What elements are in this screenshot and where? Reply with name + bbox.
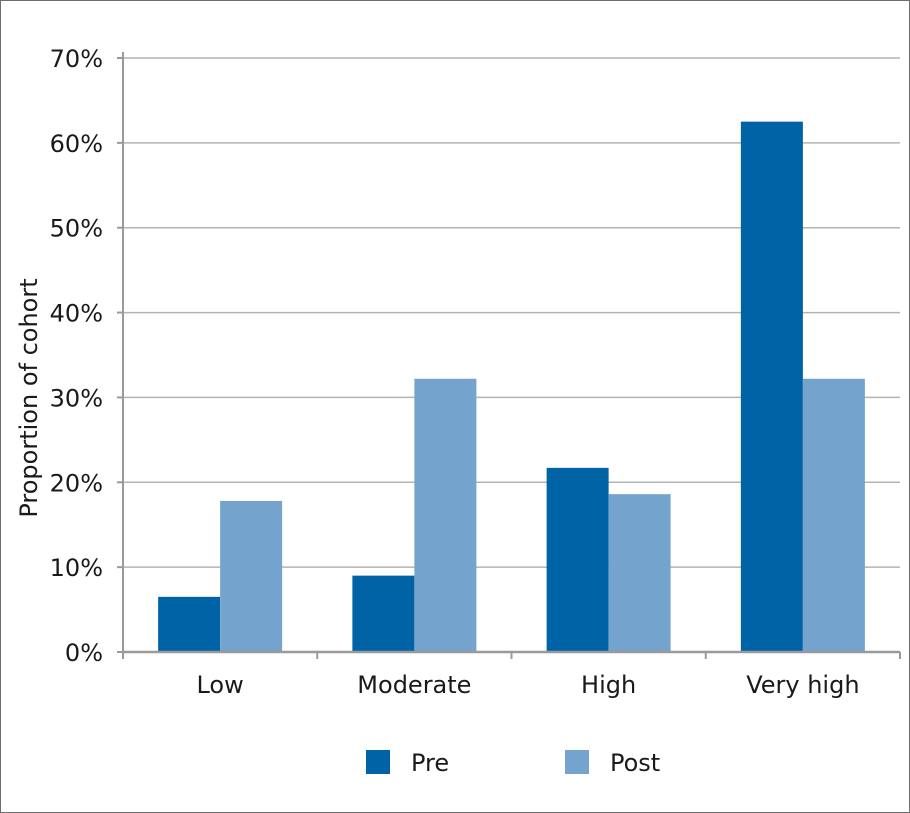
x-tick-labels: Low Moderate High Very high — [196, 671, 859, 699]
legend-label-pre: Pre — [411, 749, 449, 777]
x-tick-label: High — [581, 671, 636, 699]
y-tick-label: 20% — [50, 469, 103, 497]
bars — [158, 121, 865, 652]
legend-swatch-post — [565, 750, 589, 774]
y-tick-label: 30% — [50, 384, 103, 412]
x-tick-label: Very high — [746, 671, 859, 699]
y-tick-labels: 0% 10% 20% 30% 40% 50% 60% 70% — [50, 45, 103, 667]
y-tick-label: 60% — [50, 130, 103, 158]
bar-post-moderate — [414, 378, 477, 652]
y-tick-label: 40% — [50, 300, 103, 328]
x-tick-label: Moderate — [357, 671, 471, 699]
x-tick-label: Low — [196, 671, 243, 699]
bar-pre-moderate — [352, 575, 415, 652]
legend-swatch-pre — [366, 750, 390, 774]
y-tick-label: 70% — [50, 45, 103, 73]
y-tick-label: 50% — [50, 215, 103, 243]
bar-pre-low — [158, 596, 221, 652]
y-tick-label: 10% — [50, 554, 103, 582]
y-axis-title: Proportion of cohort — [15, 278, 43, 517]
bar-post-very-high — [802, 378, 865, 652]
legend: Pre Post — [366, 749, 660, 777]
bar-post-low — [220, 500, 283, 652]
legend-label-post: Post — [610, 749, 660, 777]
y-tick-label: 0% — [65, 639, 103, 667]
bar-pre-very-high — [740, 121, 803, 652]
bar-post-high — [608, 494, 671, 652]
bar-pre-high — [546, 467, 609, 652]
axes — [117, 52, 901, 659]
